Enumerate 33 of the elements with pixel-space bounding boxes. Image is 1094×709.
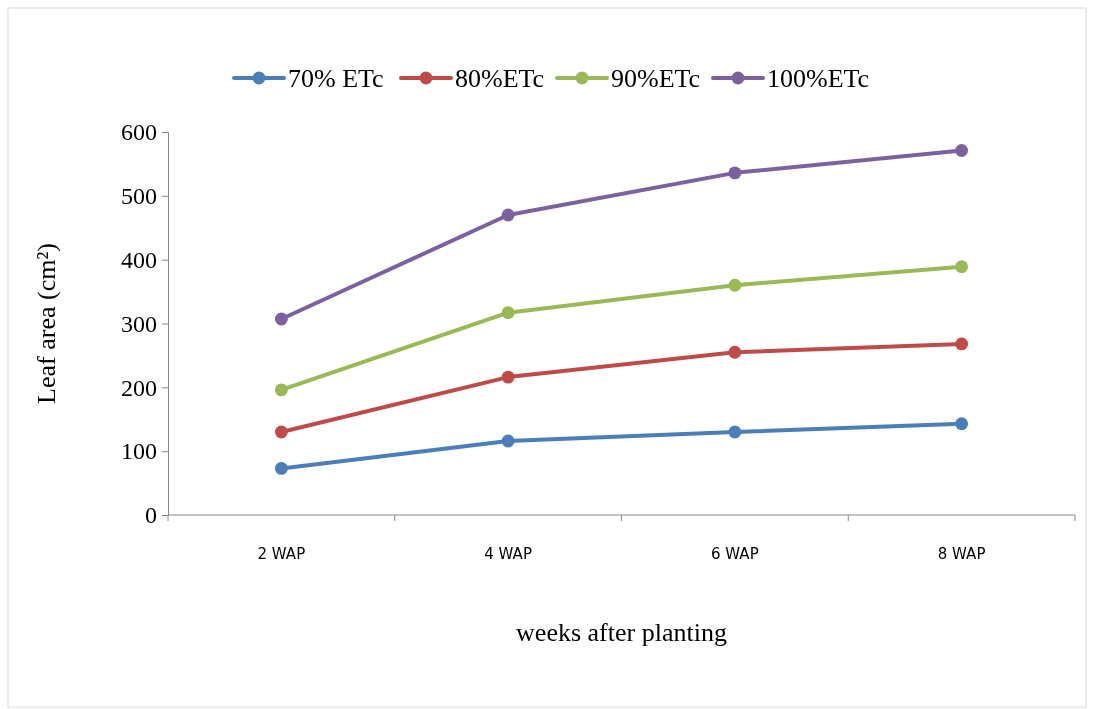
legend-label: 80%ETc	[455, 64, 545, 93]
x-tick-label: 4 WAP	[484, 545, 532, 563]
point	[728, 425, 742, 439]
y-tick-label: 100	[121, 438, 157, 465]
point	[728, 345, 742, 359]
point	[501, 434, 515, 448]
point	[501, 306, 515, 320]
point	[501, 370, 515, 384]
point	[955, 337, 969, 351]
legend-label: 70% ETc	[288, 64, 384, 93]
y-tick-label: 600	[121, 119, 157, 146]
x-tick-label: 8 WAP	[937, 545, 986, 563]
point	[955, 417, 969, 431]
point	[501, 208, 515, 222]
point	[274, 461, 288, 475]
y-tick-label: 300	[121, 310, 157, 337]
x-tick-label: 2 WAP	[257, 545, 306, 563]
point	[728, 166, 742, 180]
point	[728, 278, 742, 292]
point	[274, 312, 288, 326]
point	[274, 383, 288, 397]
y-tick-label: 0	[145, 502, 157, 529]
point	[955, 144, 969, 157]
x-tick-label: 6 WAP	[711, 545, 759, 563]
x-axis-title: weeks after planting	[516, 618, 727, 647]
y-tick-label: 400	[121, 246, 157, 273]
legend-label: 100%ETc	[767, 64, 870, 93]
y-tick-label: 500	[121, 183, 157, 210]
point	[955, 260, 969, 274]
legend-label: 90%ETc	[611, 64, 701, 93]
point	[274, 425, 288, 439]
y-axis-title: Leaf area (cm²)	[32, 243, 61, 404]
y-tick-label: 200	[121, 374, 157, 401]
